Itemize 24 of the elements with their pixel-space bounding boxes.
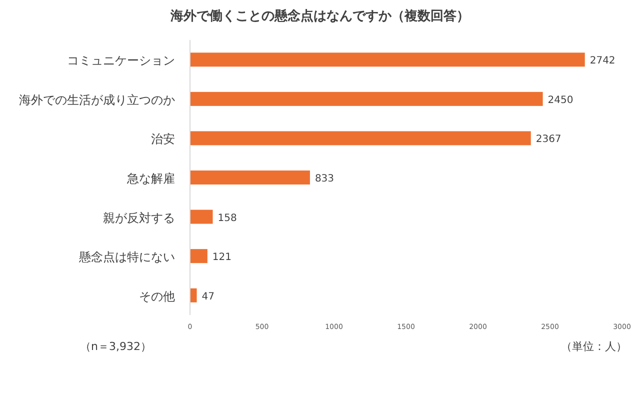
bar — [190, 210, 213, 224]
data-label: 2450 — [548, 94, 574, 106]
bar — [190, 170, 310, 184]
data-label: 158 — [218, 212, 237, 224]
data-label: 2367 — [536, 134, 562, 146]
y-tick-label: 海外での生活が成り立つのか — [19, 92, 175, 107]
text: （n＝3,932） — [80, 340, 152, 353]
text: （単位：人） — [561, 340, 627, 353]
y-tick-label: 治安 — [151, 132, 175, 146]
data-label: 121 — [212, 252, 232, 264]
chart-title: 海外で働くことの懸念点はなんですか（複数回答） — [170, 8, 470, 24]
data-label: 833 — [314, 174, 334, 184]
y-tick-label: その他 — [139, 289, 175, 304]
data-label: 2742 — [590, 56, 616, 67]
bar — [190, 249, 208, 264]
y-tick-label: 急な解雇 — [126, 172, 175, 186]
y-tick-label: コミュニケーション — [67, 54, 175, 68]
bar — [190, 288, 197, 302]
bar — [190, 92, 543, 106]
y-tick-label: 親が反対する — [103, 210, 175, 225]
y-tick-label: 懸念点は特にない — [78, 250, 175, 264]
bar — [190, 131, 531, 146]
data-label: 47 — [202, 291, 214, 302]
bar — [190, 52, 585, 67]
